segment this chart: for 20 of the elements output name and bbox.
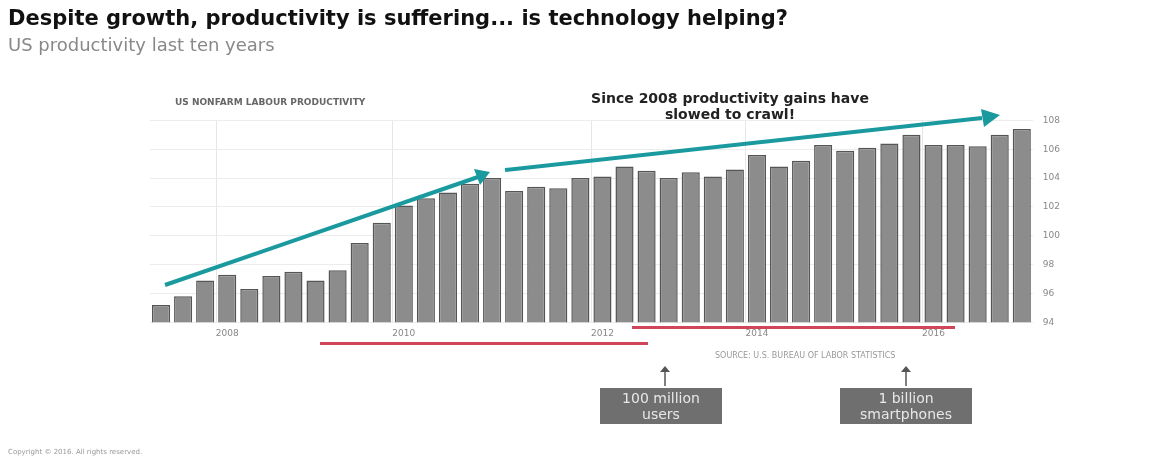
annotation: Since 2008 productivity gains have slowed to crawl!: [590, 90, 870, 122]
chart-subtitle: US productivity last ten years: [8, 34, 275, 55]
chart-title: Despite growth, productivity is suffering... is technology helping?: [8, 6, 788, 30]
y-tick-label: 100: [1042, 230, 1061, 241]
source-note: SOURCE: U.S. BUREAU OF LABOR STATISTICS: [715, 351, 896, 360]
x-tick-label: 2014: [745, 327, 769, 338]
y-tick-label: 106: [1042, 143, 1061, 154]
x-tick-label: 2008: [215, 327, 239, 338]
x-tick-label: 2010: [392, 327, 416, 338]
x-tick-label: 2012: [590, 327, 614, 338]
y-tick-label: 108: [1042, 114, 1061, 125]
text: US NONFARM LABOUR PRODUCTIVITY: [175, 97, 366, 107]
y-tick-label: 94: [1042, 316, 1055, 327]
text: 1 billion smartphones: [840, 388, 972, 424]
y-tick-label: 96: [1042, 287, 1055, 298]
x-tick-label: 2016: [922, 327, 946, 338]
text: 100 million users: [600, 388, 722, 424]
y-tick-label: 98: [1042, 258, 1055, 269]
y-tick-label: 102: [1042, 201, 1061, 212]
y-tick-label: 104: [1042, 172, 1061, 183]
